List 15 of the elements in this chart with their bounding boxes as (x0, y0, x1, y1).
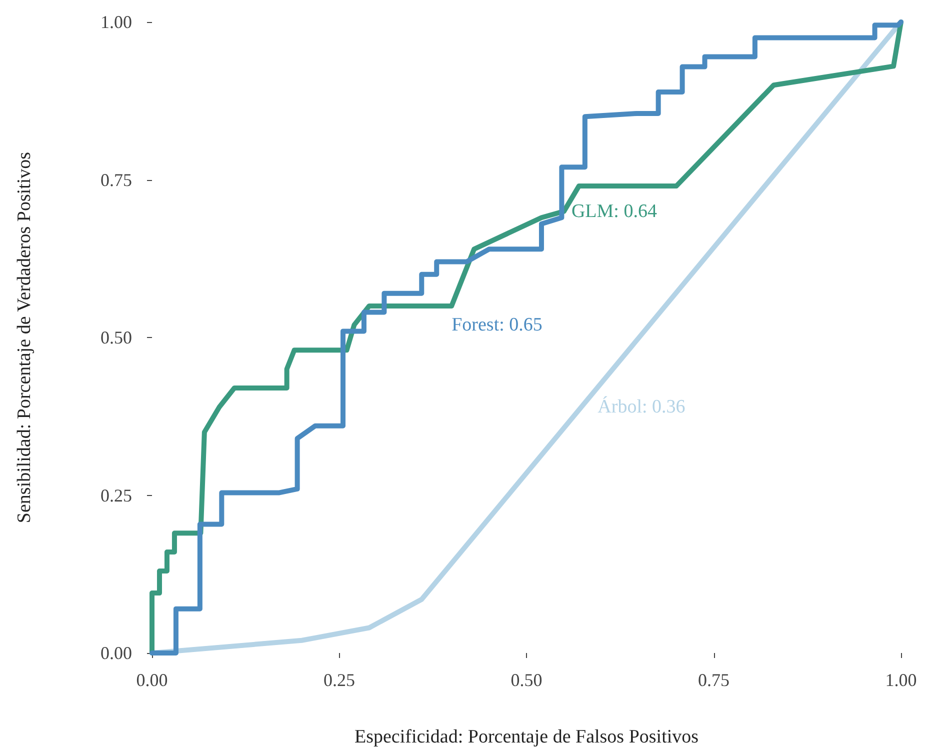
x-tick-label: 0.25 (324, 670, 355, 690)
x-tick-label: 0.00 (136, 670, 168, 690)
y-tick-label: 0.00 (100, 643, 132, 663)
x-axis-title: Especificidad: Porcentaje de Falsos Positivos (354, 726, 699, 748)
x-tick-label: 0.50 (510, 670, 542, 690)
annotation: GLM: 0.64 (571, 200, 658, 222)
x-tick-label: 0.75 (698, 670, 730, 690)
y-tick-label: 0.50 (100, 328, 132, 348)
y-tick-label: 0.75 (100, 170, 132, 190)
y-tick-label: 0.25 (100, 485, 132, 506)
y-tick-label: 1.00 (100, 12, 132, 32)
annotation: Forest: 0.65 (452, 314, 542, 336)
y-axis-title: Sensibilidad: Porcentaje de Verdaderos Positivos (14, 152, 35, 524)
annotation: Árbol: 0.36 (598, 395, 686, 418)
x-tick-label: 1.00 (885, 670, 917, 690)
